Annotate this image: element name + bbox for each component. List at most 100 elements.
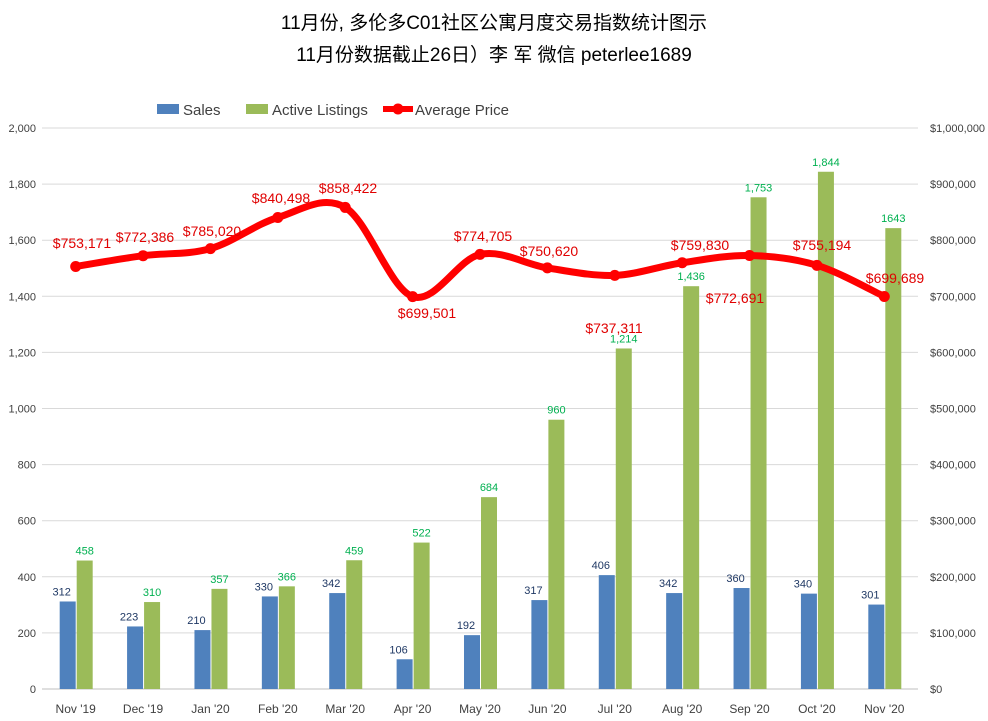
x-axis-tick-label: Apr '20	[394, 702, 432, 716]
average-price-data-label: $785,020	[183, 223, 242, 239]
average-price-marker	[676, 257, 688, 269]
average-price-marker	[137, 250, 149, 262]
active-listings-bar	[413, 542, 430, 689]
right-axis-tick-label: $600,000	[930, 347, 976, 359]
active-listings-bar	[346, 560, 363, 689]
left-axis-tick-label: 1,800	[8, 179, 36, 191]
average-price-data-label: $750,620	[520, 243, 579, 259]
left-axis-tick-label: 2,000	[8, 123, 36, 135]
x-axis-tick-label: Aug '20	[662, 702, 703, 716]
sales-bar	[261, 596, 278, 689]
active-listings-data-label: 1,436	[677, 271, 705, 283]
average-price-marker	[474, 248, 486, 260]
average-price-marker	[541, 262, 553, 274]
active-listings-data-label: 960	[547, 405, 565, 417]
legend-label: Active Listings	[272, 102, 368, 119]
right-axis-tick-label: $0	[930, 684, 942, 696]
average-price-data-label: $753,171	[53, 235, 112, 251]
average-price-marker	[407, 291, 419, 303]
x-axis-tick-label: Nov '19	[56, 702, 97, 716]
average-price-marker	[878, 290, 890, 302]
average-price-marker	[609, 269, 621, 281]
active-listings-data-label: 1643	[881, 213, 905, 225]
active-listings-data-label: 1,753	[745, 182, 773, 194]
active-listings-data-label: 357	[210, 574, 228, 586]
average-price-data-label: $774,705	[454, 228, 513, 244]
sales-bar	[531, 600, 548, 689]
sales-bar	[127, 626, 144, 689]
x-axis-tick-label: Oct '20	[798, 702, 836, 716]
active-listings-bar	[615, 348, 632, 689]
sales-data-label: 301	[861, 590, 879, 602]
x-axis-tick-label: Jan '20	[191, 702, 230, 716]
sales-data-label: 342	[322, 578, 340, 590]
sales-data-label: 192	[457, 620, 475, 632]
average-price-data-label: $737,311	[585, 320, 643, 336]
right-axis-tick-label: $700,000	[930, 291, 976, 303]
x-axis-tick-label: Sep '20	[729, 702, 770, 716]
sales-bar	[396, 659, 413, 689]
right-axis-tick-label: $1,000,000	[930, 123, 985, 135]
left-axis-tick-label: 600	[18, 516, 36, 528]
sales-data-label: 210	[187, 615, 205, 627]
right-axis-tick-label: $400,000	[930, 460, 976, 472]
legend-marker	[392, 103, 404, 115]
active-listings-data-label: 366	[278, 571, 296, 583]
average-price-marker	[339, 201, 351, 213]
active-listings-data-label: 1,214	[610, 333, 638, 345]
active-listings-bar	[683, 286, 700, 689]
right-axis-tick-label: $200,000	[930, 572, 976, 584]
sales-data-label: 360	[726, 573, 744, 585]
average-price-marker	[70, 260, 82, 272]
left-axis-tick-label: 800	[18, 460, 36, 472]
active-listings-bar	[76, 560, 93, 689]
legend-swatch	[246, 104, 268, 114]
active-listings-bar	[817, 171, 834, 689]
sales-data-label: 340	[794, 579, 812, 591]
left-axis-tick-label: 0	[30, 684, 36, 696]
x-axis-tick-label: Mar '20	[325, 702, 365, 716]
legend-label: Sales	[183, 102, 221, 119]
active-listings-bar	[481, 497, 497, 689]
sales-data-label: 312	[53, 586, 71, 598]
right-axis-tick-label: $900,000	[930, 179, 976, 191]
active-listings-data-label: 684	[480, 482, 498, 494]
sales-data-label: 317	[524, 585, 542, 597]
left-axis-tick-label: 1,600	[8, 235, 36, 247]
sales-data-label: 406	[592, 560, 610, 572]
average-price-data-label: $772,386	[116, 229, 175, 245]
x-axis-tick-label: Dec '19	[123, 702, 164, 716]
chart-title-line-2: 11月份数据截止26日）李 军 微信 peterlee1689	[296, 45, 692, 66]
average-price-marker	[811, 259, 823, 271]
x-axis-tick-label: Nov '20	[864, 702, 905, 716]
average-price-data-label: $858,422	[319, 180, 378, 196]
active-listings-bar	[885, 228, 902, 690]
left-axis-tick-label: 1,000	[8, 404, 36, 416]
sales-data-label: 330	[255, 581, 273, 593]
active-listings-data-label: 522	[412, 528, 430, 540]
average-price-data-label: $772,691	[706, 290, 765, 306]
active-listings-data-label: 459	[345, 545, 363, 557]
active-listings-bar	[278, 586, 295, 689]
average-price-marker	[204, 243, 216, 255]
right-axis-tick-label: $800,000	[930, 235, 976, 247]
left-axis-tick-label: 1,400	[8, 291, 36, 303]
x-axis-tick-label: Jul '20	[598, 702, 633, 716]
average-price-data-label: $699,689	[866, 270, 925, 286]
average-price-marker	[272, 211, 284, 223]
active-listings-bar	[750, 197, 767, 689]
right-axis-tick-label: $100,000	[930, 628, 976, 640]
average-price-data-label: $840,498	[252, 190, 311, 206]
legend-label: Average Price	[415, 102, 509, 119]
sales-bar	[194, 630, 211, 689]
sales-bar	[329, 593, 346, 689]
active-listings-bar	[548, 419, 565, 689]
right-axis-tick-label: $300,000	[930, 516, 976, 528]
sales-data-label: 342	[659, 578, 677, 590]
sales-bar	[666, 593, 683, 689]
left-axis-tick-label: 400	[18, 572, 36, 584]
active-listings-data-label: 1,844	[812, 157, 840, 169]
average-price-data-label: $755,194	[793, 237, 852, 253]
